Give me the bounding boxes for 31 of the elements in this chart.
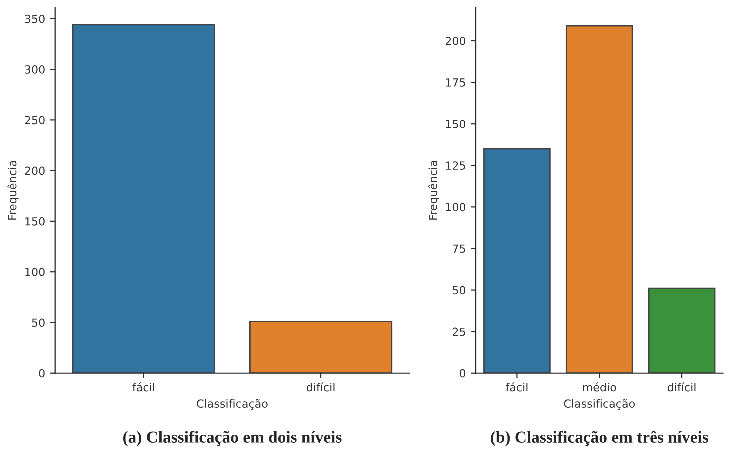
y-tick-label: 200 bbox=[25, 166, 45, 176]
bar bbox=[566, 25, 634, 374]
y-tick-label: 350 bbox=[25, 14, 45, 24]
y-tick-label: 300 bbox=[25, 66, 45, 74]
bar bbox=[484, 148, 551, 374]
y-tick-label: 150 bbox=[446, 120, 466, 128]
y-tick-label: 0 bbox=[39, 369, 45, 378]
y-axis-title: Frequência bbox=[428, 161, 440, 220]
y-tick-label: 25 bbox=[452, 328, 466, 336]
y-tick-label: 250 bbox=[25, 116, 45, 125]
y-tick-label: 200 bbox=[446, 36, 466, 46]
y-axis-title: Frequência bbox=[8, 161, 19, 220]
y-tick-label: 175 bbox=[446, 78, 466, 87]
y-tick-label: 100 bbox=[26, 268, 45, 276]
y-tick-label: 100 bbox=[446, 203, 466, 212]
bar bbox=[648, 288, 716, 374]
y-tick-label: 0 bbox=[460, 369, 466, 378]
x-tick-label: difícil bbox=[668, 382, 696, 392]
text: (a) Classificação em dois níveis bbox=[123, 431, 342, 446]
x-tick-label: fácil bbox=[506, 382, 528, 392]
x-tick-label: fácil bbox=[132, 382, 154, 392]
y-tick-label: 50 bbox=[32, 318, 45, 328]
y-tick-label: 125 bbox=[446, 162, 466, 170]
y-tick-label: 150 bbox=[26, 217, 45, 226]
x-axis-title: Classificação bbox=[564, 399, 635, 410]
text: (b) Classificação em três níveis bbox=[491, 431, 708, 446]
x-tick-label: médio bbox=[583, 382, 616, 392]
x-axis-title: Classificação bbox=[197, 399, 268, 410]
x-tick-label: difícil bbox=[306, 382, 335, 392]
y-tick-label: 50 bbox=[453, 286, 466, 295]
y-tick-label: 75 bbox=[453, 244, 466, 254]
